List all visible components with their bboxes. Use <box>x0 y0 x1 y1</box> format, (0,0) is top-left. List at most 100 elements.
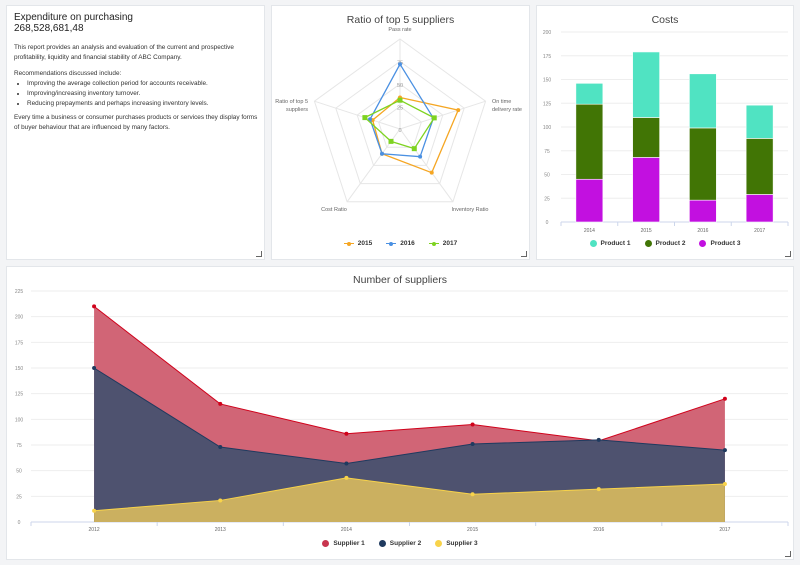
radar-point <box>431 115 437 121</box>
legend-item[interactable]: Supplier 1 <box>322 540 365 547</box>
costs-bar-segment <box>745 194 774 223</box>
legend-item[interactable]: Product 3 <box>699 240 740 247</box>
suppliers-point <box>218 445 223 450</box>
suppliers-area <box>94 368 725 522</box>
suppliers-x-tick: 2013 <box>215 527 226 533</box>
suppliers-x-tick: 2016 <box>593 527 604 533</box>
suppliers-point <box>92 366 97 370</box>
suppliers-y-tick: 100 <box>15 417 24 423</box>
suppliers-x-tick: 2014 <box>341 527 352 533</box>
suppliers-y-tick: 225 <box>15 289 24 295</box>
radar-point <box>388 138 394 144</box>
radar-ring-tick: 0 <box>398 128 401 134</box>
suppliers-x-tick: 2017 <box>719 527 730 533</box>
resize-handle[interactable] <box>256 251 262 257</box>
suppliers-y-tick: 0 <box>18 520 21 526</box>
costs-x-tick: 2017 <box>754 228 765 234</box>
radar-point <box>411 146 417 152</box>
costs-y-tick: 125 <box>543 101 552 107</box>
recommendation-item: Reducing prepayments and perhaps increas… <box>27 99 259 109</box>
radar-chart-panel: Ratio of top 5 suppliers 0255075Pass rat… <box>271 5 530 260</box>
suppliers-point <box>92 508 97 513</box>
costs-bar-segment <box>689 127 717 201</box>
suppliers-chart-title: Number of suppliers <box>353 274 447 286</box>
legend-marker-icon <box>386 240 397 247</box>
suppliers-y-tick: 75 <box>16 443 22 449</box>
resize-handle[interactable] <box>785 251 791 257</box>
costs-y-tick: 50 <box>544 173 550 179</box>
report-closing: Every time a business or consumer purcha… <box>14 114 258 131</box>
radar-chart-title: Ratio of top 5 suppliers <box>346 14 455 26</box>
costs-y-tick: 100 <box>543 125 552 131</box>
radar-point <box>429 170 434 175</box>
costs-x-tick: 2015 <box>641 228 652 234</box>
costs-bar-segment <box>632 157 660 223</box>
recommendation-item: Improving the average collection period … <box>27 79 259 89</box>
legend-label: Supplier 3 <box>446 540 478 547</box>
costs-y-tick: 175 <box>543 54 552 60</box>
legend-marker-icon <box>589 240 597 247</box>
costs-bar-segment <box>575 103 604 180</box>
radar-spoke <box>314 100 401 130</box>
costs-bar-segment <box>689 73 717 129</box>
suppliers-x-tick: 2012 <box>89 527 100 533</box>
legend-label: Supplier 1 <box>333 540 365 547</box>
radar-point <box>362 115 368 121</box>
costs-y-tick: 0 <box>546 220 549 226</box>
costs-y-tick: 150 <box>543 78 552 84</box>
costs-y-tick: 200 <box>543 30 552 36</box>
legend-marker-icon <box>322 540 330 547</box>
expenditure-value: 268,528,681,48 <box>14 23 84 34</box>
legend-marker-icon <box>428 240 439 247</box>
radar-point <box>397 97 403 103</box>
legend-marker-icon <box>644 240 652 247</box>
suppliers-chart: 0 25 50 75 100 125 150 175 200 225 2012 2013 2014 201… <box>15 289 789 533</box>
radar-point <box>418 154 423 159</box>
legend-label: Product 1 <box>600 240 631 247</box>
suppliers-point <box>470 441 475 446</box>
radar-ring-tick: 25 <box>397 106 403 112</box>
legend-item[interactable]: Product 1 <box>589 240 631 247</box>
suppliers-point <box>470 422 475 427</box>
radar-point <box>398 62 402 67</box>
radar-axis-label: Cost Ratio <box>321 207 347 213</box>
resize-handle[interactable] <box>521 251 527 257</box>
costs-x-tick: 2014 <box>584 228 595 234</box>
legend-marker-icon <box>435 540 443 547</box>
radar-spoke <box>399 100 486 130</box>
radar-series-line <box>369 62 435 158</box>
radar-point <box>456 108 461 113</box>
suppliers-x-tick: 2015 <box>467 527 478 533</box>
costs-legend: Product 1 Product 2 Product 3 <box>537 240 793 247</box>
legend-label: 2016 <box>400 240 415 247</box>
radar-grid-ring <box>356 83 444 166</box>
legend-item[interactable]: Supplier 3 <box>435 540 478 547</box>
radar-axis-label: delivery rate <box>492 107 522 113</box>
radar-point <box>368 117 373 122</box>
recommendations-heading: Recommendations discussed include: <box>14 70 122 77</box>
suppliers-series-line <box>93 367 725 464</box>
costs-bar-segment <box>745 104 774 139</box>
costs-bar-segment <box>575 83 604 105</box>
costs-bar-segment <box>575 178 604 223</box>
radar-grid-ring <box>378 105 422 148</box>
suppliers-chart-panel: Number of suppliers 0 25 50 75 100 125 150 175 2… <box>6 266 794 560</box>
costs-chart-panel: Costs 0 25 50 75 100 125 150 175 200 2014 2015 2016… <box>536 5 794 260</box>
legend-item[interactable]: 2017 <box>428 240 457 247</box>
legend-item[interactable]: 2016 <box>386 240 415 247</box>
suppliers-y-tick: 150 <box>15 366 24 372</box>
suppliers-legend: Supplier 1 Supplier 2 Supplier 3 <box>7 540 793 547</box>
resize-handle[interactable] <box>785 551 791 557</box>
suppliers-point <box>218 401 223 406</box>
suppliers-y-tick: 200 <box>15 315 24 321</box>
legend-item[interactable]: Product 2 <box>644 240 685 247</box>
costs-bar-segment <box>689 199 717 223</box>
costs-y-tick: 25 <box>544 196 550 202</box>
legend-item[interactable]: 2015 <box>343 240 372 247</box>
legend-label: Product 3 <box>710 240 741 247</box>
legend-item[interactable]: Supplier 2 <box>378 540 421 547</box>
suppliers-point <box>92 304 97 309</box>
expenditure-title: Expenditure on purchasing <box>14 12 133 23</box>
radar-spoke <box>399 128 454 203</box>
radar-axis-label: Inventory Ratio <box>452 207 489 213</box>
